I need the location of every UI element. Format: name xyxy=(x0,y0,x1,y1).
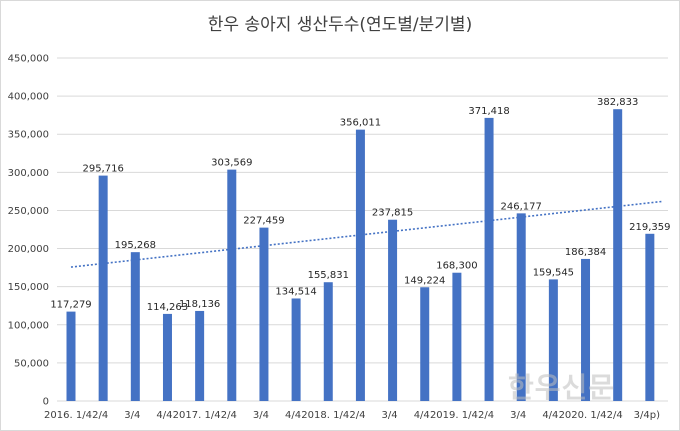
trendline-group xyxy=(70,200,662,268)
y-tick-label: 100,000 xyxy=(8,320,49,331)
bar xyxy=(452,272,462,401)
y-tick-label: 350,000 xyxy=(8,130,49,141)
x-tick-label: 4/4 xyxy=(414,410,430,421)
bar xyxy=(195,310,205,401)
y-tick-label: 0 xyxy=(43,397,49,408)
trendline xyxy=(70,200,662,268)
x-tick-label: 3/4 xyxy=(382,410,398,421)
data-label: 195,268 xyxy=(115,240,156,251)
x-tick-label: 2016. 1/4 xyxy=(44,410,92,421)
data-label: 246,177 xyxy=(501,201,542,212)
data-label: 237,815 xyxy=(372,208,413,219)
x-tick-label: 4/4 xyxy=(285,410,301,421)
bar xyxy=(484,117,494,402)
data-label: 117,279 xyxy=(50,300,91,311)
bar xyxy=(227,169,237,401)
x-tick-label: 4/4 xyxy=(156,410,172,421)
y-axis-ticks: 0 50,000 100,000 150,000 200,000 250,000 300,0… xyxy=(8,54,49,408)
x-tick-label: 2018. 1/4 xyxy=(301,410,349,421)
data-label: 295,716 xyxy=(82,164,123,175)
x-tick-label: 2/4 xyxy=(607,410,623,421)
bar xyxy=(516,213,526,401)
x-tick-label: 3/4p) xyxy=(634,410,660,421)
bar xyxy=(130,252,140,401)
data-label: 356,011 xyxy=(340,118,381,129)
data-label: 155,831 xyxy=(308,270,349,281)
x-axis-ticks: 2016. 1/4 2/4 3/4 4/4 2017. 1/4 2/4 3/4 4/4 2018… xyxy=(44,410,660,421)
bars xyxy=(66,109,655,402)
bar xyxy=(66,311,76,401)
bar xyxy=(581,258,591,401)
x-tick-label: 2/4 xyxy=(92,410,108,421)
data-label: 382,833 xyxy=(597,97,638,108)
data-label: 303,569 xyxy=(211,158,252,169)
bar xyxy=(98,175,108,401)
x-tick-label: 2/4 xyxy=(478,410,494,421)
x-tick-label: 2/4 xyxy=(349,410,365,421)
bar xyxy=(388,219,398,401)
x-tick-label: 3/4 xyxy=(124,410,140,421)
x-tick-label: 3/4 xyxy=(253,410,269,421)
y-tick-label: 450,000 xyxy=(8,54,49,65)
x-tick-label: 3/4 xyxy=(510,410,526,421)
bar xyxy=(645,233,655,401)
x-tick-label: 4/4 xyxy=(542,410,558,421)
data-label: 219,359 xyxy=(629,222,670,233)
data-label: 118,136 xyxy=(179,299,220,310)
y-tick-label: 250,000 xyxy=(8,206,49,217)
bar xyxy=(420,287,430,401)
x-tick-label: 2/4 xyxy=(221,410,237,421)
bar xyxy=(259,227,269,401)
y-tick-label: 300,000 xyxy=(8,168,49,179)
bar xyxy=(613,109,623,402)
y-tick-label: 400,000 xyxy=(8,92,49,103)
watermark-logo: 한우신문 xyxy=(508,371,616,404)
x-tick-label: 2017. 1/4 xyxy=(173,410,221,421)
y-tick-label: 150,000 xyxy=(8,282,49,293)
chart-title: 한우 송아지 생산두수(연도별/분기별) xyxy=(207,15,473,35)
data-label: 159,545 xyxy=(533,267,574,278)
data-label: 134,514 xyxy=(275,286,316,297)
y-tick-label: 200,000 xyxy=(8,244,49,255)
data-label: 227,459 xyxy=(243,216,284,227)
bar xyxy=(548,279,558,401)
data-label: 371,418 xyxy=(468,106,509,117)
bar xyxy=(355,129,365,401)
x-tick-label: 2020. 1/4 xyxy=(559,410,607,421)
bar xyxy=(291,298,301,401)
data-label: 149,224 xyxy=(404,275,445,286)
y-tick-label: 50,000 xyxy=(14,358,49,369)
data-label: 186,384 xyxy=(565,247,606,258)
bar xyxy=(323,282,333,401)
x-tick-label: 2019. 1/4 xyxy=(430,410,478,421)
data-label: 168,300 xyxy=(436,261,477,272)
data-label: 114,263 xyxy=(147,302,188,313)
bar xyxy=(162,313,172,401)
